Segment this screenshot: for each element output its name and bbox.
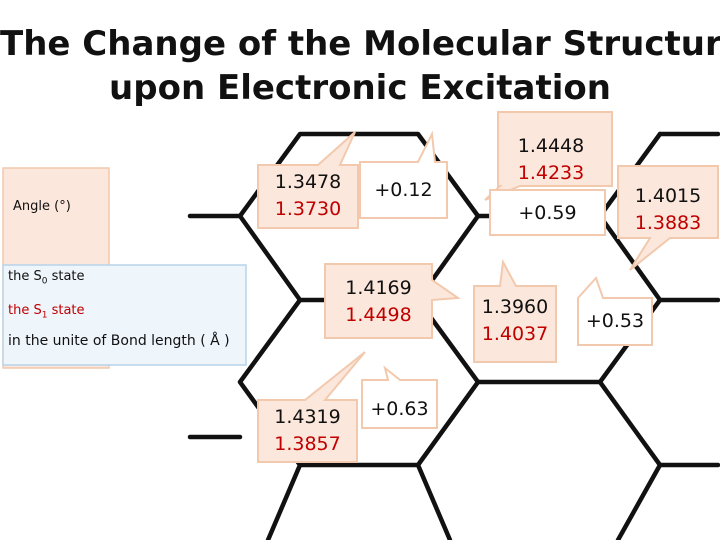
bond-legend-panel	[2, 264, 247, 366]
s0-bond-value: 1.4448	[517, 135, 585, 157]
s1-bond-value: 1.4233	[517, 162, 585, 184]
s1-subscript: 1	[41, 310, 48, 321]
angle-legend-label: Angle (°)	[13, 199, 71, 214]
callout-bond-center: 1.4169 1.4498	[325, 275, 432, 329]
s0-bond-value: 1.4169	[345, 277, 412, 299]
callout-bond-top-right: 1.4015 1.3883	[618, 183, 718, 237]
s1-suffix: state	[47, 303, 85, 318]
callout-bond-top-right-shape	[617, 165, 719, 271]
s1-state-label: the S1 state	[8, 303, 85, 321]
callout-angle-bottom-shape	[361, 365, 438, 429]
s0-state-label: the S0 state	[8, 269, 85, 287]
callout-bond-mid-right: 1.3960 1.4037	[474, 294, 556, 348]
s1-bond-value: 1.4498	[345, 304, 412, 326]
title-line-1: The Change of the Molecular Structure	[0, 24, 720, 64]
s0-bond-value: 1.4015	[634, 185, 702, 207]
bond-length-unit-note: in the unite of Bond length ( Å )	[8, 333, 230, 349]
callout-shapes	[257, 111, 719, 463]
callout-bond-center-shape	[324, 263, 461, 339]
s1-bond-value: 1.4037	[481, 323, 549, 345]
callout-bond-bottom-shape	[257, 351, 366, 463]
callout-bond-bottom: 1.4319 1.3857	[258, 404, 357, 458]
s0-suffix: state	[47, 269, 85, 284]
callout-angle-top: +0.12	[374, 179, 433, 201]
slide-title: The Change of the Molecular Structure up…	[0, 22, 720, 110]
callout-angle-bottom: +0.63	[370, 398, 429, 420]
callout-angle-right-top: +0.59	[518, 202, 577, 224]
callout-angle-right: +0.53	[585, 310, 645, 332]
callout-bond-mid-right-shape	[473, 258, 557, 363]
s1-bond-value: 1.3730	[274, 198, 342, 220]
hexagon-skeleton	[187, 131, 720, 540]
s0-prefix: the S	[8, 269, 42, 284]
callout-bond-top-left: 1.3478 1.3730	[258, 169, 358, 223]
s1-prefix: the S	[8, 303, 42, 318]
s0-bond-value: 1.3960	[481, 296, 549, 318]
callout-angle-right-shape	[577, 276, 653, 346]
s0-bond-value: 1.4319	[274, 406, 341, 428]
s0-bond-value: 1.3478	[274, 171, 342, 193]
s1-bond-value: 1.3857	[274, 433, 341, 455]
title-line-2: upon Electronic Excitation	[109, 68, 611, 108]
callout-angle-right-top-shape	[489, 189, 606, 236]
callout-bond-top-left-shape	[257, 131, 359, 229]
callout-angle-top-shape	[359, 130, 448, 219]
s0-subscript: 0	[41, 276, 48, 287]
callout-bond-top-mid: 1.4448 1.4233	[498, 133, 604, 187]
s1-bond-value: 1.3883	[634, 212, 702, 234]
